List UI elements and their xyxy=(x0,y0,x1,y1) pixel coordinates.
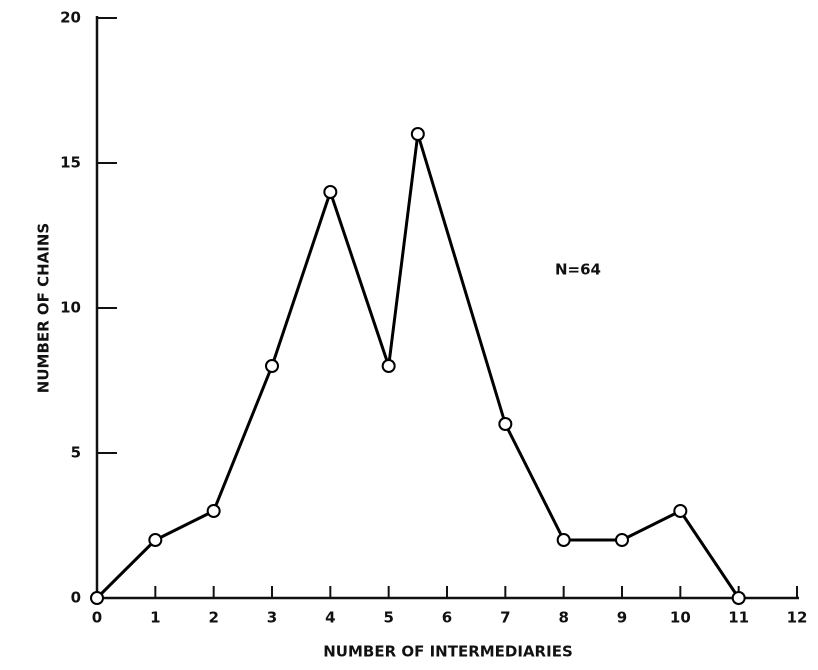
marker xyxy=(498,417,513,431)
marker xyxy=(381,359,396,373)
x-tick-label: 12 xyxy=(787,609,808,627)
y-tick-label: 20 xyxy=(60,9,81,27)
x-axis-label: NUMBER OF INTERMEDIARIES xyxy=(323,643,573,661)
x-tick-label: 4 xyxy=(325,609,335,627)
marker xyxy=(673,504,688,518)
x-tick-label: 11 xyxy=(728,609,749,627)
x-tick-label: 1 xyxy=(150,609,160,627)
y-tick-label: 15 xyxy=(60,154,81,172)
x-tick-label: 0 xyxy=(92,609,102,627)
marker xyxy=(206,504,221,518)
x-tick-label: 7 xyxy=(500,609,510,627)
y-tick-label: 0 xyxy=(71,589,81,607)
annotation: N=64 xyxy=(555,261,601,279)
line xyxy=(95,132,740,600)
y-axis-label: NUMBER OF CHAINS xyxy=(35,223,53,393)
x-tick-label: 3 xyxy=(267,609,277,627)
x-tick-label: 2 xyxy=(208,609,218,627)
x-tick-label: 10 xyxy=(670,609,691,627)
y-tick-label: 5 xyxy=(71,444,81,462)
y-tick-label: 10 xyxy=(60,299,81,317)
marker xyxy=(265,359,279,373)
x-tick-label: 8 xyxy=(558,609,568,627)
marker xyxy=(148,533,163,547)
marker xyxy=(556,533,571,547)
x-tick-label: 5 xyxy=(383,609,393,627)
x-tick-label: 6 xyxy=(442,609,452,627)
marker xyxy=(731,591,746,605)
marker xyxy=(410,127,425,141)
marker xyxy=(615,533,629,547)
x-tick-label: 9 xyxy=(617,609,627,627)
marker xyxy=(90,591,104,605)
marker xyxy=(323,185,338,199)
